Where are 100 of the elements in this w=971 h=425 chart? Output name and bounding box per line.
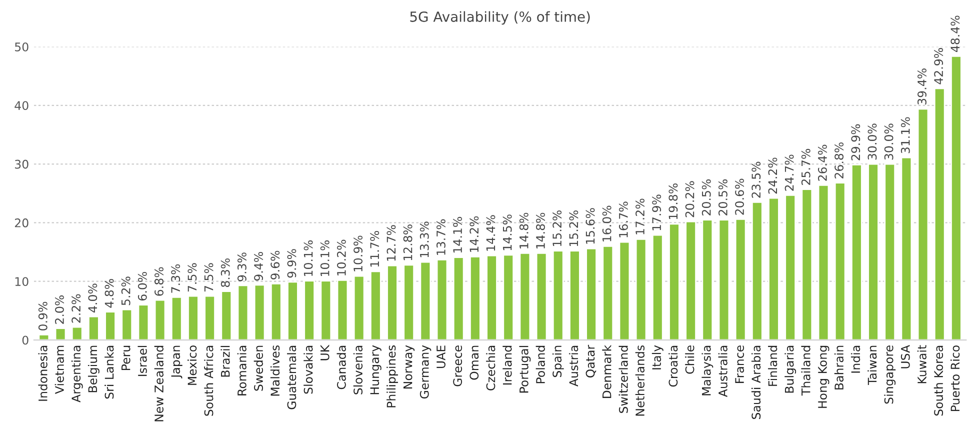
- data-label: 20.5%: [718, 179, 728, 216]
- bar: [54, 328, 66, 340]
- data-label: 12.7%: [386, 225, 396, 261]
- x-tick-label: Saudi Arabia: [751, 346, 761, 419]
- x-tick-label: Singapore: [884, 345, 896, 404]
- bar: [685, 220, 696, 340]
- x-tick-label: South Korea: [934, 346, 944, 416]
- bar: [71, 326, 83, 340]
- bar: [204, 295, 216, 340]
- data-label: 2.2%: [72, 294, 81, 323]
- x-tick-label: Qatar: [586, 344, 596, 378]
- data-label: 26.8%: [834, 142, 844, 178]
- data-label: 14.2%: [470, 216, 479, 252]
- x-tick-label: Taiwan: [868, 346, 877, 386]
- x-tick-label: Sri Lanka: [104, 346, 114, 399]
- bar: [188, 295, 199, 340]
- x-tick-label: Peru: [122, 346, 130, 370]
- x-tick-label: New Zealand: [154, 346, 164, 422]
- data-label: 6.8%: [154, 267, 164, 296]
- x-tick-label: Maldives: [270, 345, 280, 396]
- y-tick-label: 20: [14, 218, 28, 228]
- bar: [287, 281, 298, 340]
- x-tick-label: Canada: [336, 346, 346, 390]
- x-tick-label: Philippines: [386, 345, 398, 408]
- data-label: 24.2%: [768, 158, 778, 194]
- data-label: 7.3%: [171, 264, 180, 293]
- data-label: 14.8%: [519, 212, 528, 248]
- data-label: 10.9%: [354, 236, 363, 272]
- data-label: 24.7%: [784, 154, 794, 191]
- bar: [934, 88, 946, 340]
- bar: [452, 256, 464, 340]
- bar: [220, 290, 232, 340]
- x-tick-label: South Africa: [204, 346, 214, 416]
- data-label: 12.8%: [403, 224, 412, 260]
- bar: [784, 194, 796, 340]
- bar: [751, 201, 763, 340]
- x-tick-label: Brazil: [220, 346, 230, 377]
- x-tick-label: Mexico: [188, 346, 197, 385]
- x-tick-label: Malaysia: [702, 346, 714, 396]
- data-label: 9.6%: [270, 250, 280, 280]
- bar: [88, 316, 100, 340]
- bar: [618, 241, 630, 340]
- bar: [254, 284, 266, 340]
- bar: [552, 250, 564, 340]
- data-label: 48.4%: [950, 16, 960, 52]
- data-label: 19.8%: [668, 184, 678, 220]
- bar: [900, 156, 912, 340]
- bar: [801, 188, 813, 340]
- x-tick-label: Poland: [536, 346, 545, 384]
- bar: [834, 182, 846, 340]
- data-label: 8.3%: [220, 258, 230, 287]
- bar: [586, 248, 597, 340]
- x-tick-label: Australia: [718, 346, 728, 397]
- data-label: 20.6%: [735, 178, 744, 215]
- bar: [104, 311, 116, 340]
- bar: [734, 218, 746, 340]
- bar: [652, 234, 664, 340]
- bar: [386, 264, 398, 340]
- x-tick-label: India: [850, 346, 860, 373]
- data-label: 4.0%: [88, 284, 98, 312]
- x-tick-label: Austria: [568, 346, 578, 386]
- x-tick-label: Croatia: [668, 346, 678, 387]
- x-tick-label: Hong Kong: [818, 346, 830, 408]
- bar: [768, 197, 780, 340]
- y-tick-label: 10: [15, 277, 28, 286]
- data-label: 20.5%: [702, 179, 711, 216]
- y-tick-label: 50: [15, 42, 28, 52]
- data-label: 17.9%: [652, 194, 662, 230]
- x-tick-label: Puerto Rico: [950, 346, 960, 412]
- x-tick-label: Germany: [420, 345, 432, 398]
- data-label: 9.4%: [254, 252, 263, 281]
- bar: [818, 184, 830, 340]
- data-label: 0.9%: [38, 302, 48, 330]
- data-label: 30.0%: [884, 124, 894, 160]
- data-label: 2.0%: [55, 295, 64, 324]
- x-tick-label: Slovenia: [353, 346, 363, 394]
- x-tick-label: Guatemala: [287, 346, 296, 410]
- x-tick-label: Oman: [470, 346, 479, 380]
- data-label: 7.5%: [188, 263, 197, 292]
- y-tick-label: 30: [15, 160, 28, 169]
- data-label: 17.2%: [636, 198, 644, 234]
- bar: [270, 283, 282, 340]
- x-tick-label: Finland: [768, 346, 778, 386]
- data-label: 10.1%: [304, 240, 313, 276]
- data-label: 14.4%: [486, 215, 496, 251]
- x-tick-label: Chile: [685, 345, 694, 374]
- x-tick-label: Denmark: [602, 344, 612, 398]
- data-label: 9.3%: [237, 252, 246, 282]
- data-label: 14.5%: [502, 214, 512, 250]
- x-tick-label: Portugal: [519, 346, 531, 393]
- chart-title: 5G Availability (% of time): [410, 11, 590, 25]
- bar: [353, 275, 365, 340]
- data-label: 29.9%: [851, 124, 860, 160]
- x-tick-label: Slovakia: [304, 346, 313, 394]
- bar: [138, 304, 150, 340]
- data-label: 9.9%: [287, 249, 296, 278]
- data-label: 10.2%: [336, 240, 346, 276]
- bar: [718, 219, 730, 340]
- data-label: 13.7%: [436, 219, 446, 255]
- bar: [519, 252, 531, 340]
